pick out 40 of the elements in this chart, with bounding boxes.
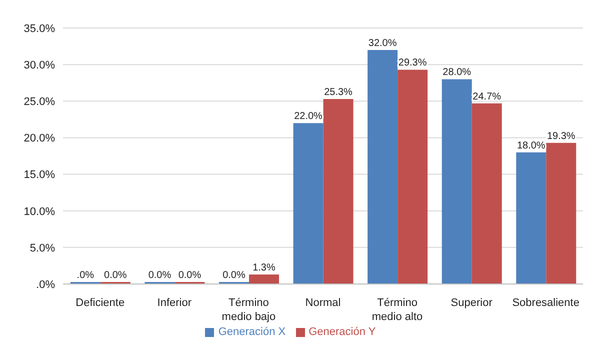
x-tick-label: Sobresaliente bbox=[512, 297, 580, 309]
x-tick-label: Normal bbox=[305, 297, 341, 309]
bar bbox=[546, 142, 576, 284]
data-label: 28.0% bbox=[442, 67, 472, 78]
legend-label: Generación Y bbox=[308, 326, 376, 338]
bar bbox=[398, 70, 428, 284]
x-tick-label: Término medio bajo bbox=[222, 297, 276, 323]
data-label: 24.7% bbox=[472, 91, 502, 102]
data-label: 19.3% bbox=[546, 130, 576, 142]
legend-label: Generación X bbox=[218, 326, 286, 338]
bar bbox=[442, 79, 472, 284]
data-label: 22.0% bbox=[294, 111, 323, 122]
x-tick-label: Término medio alto bbox=[372, 297, 423, 323]
y-tick-label: 5.0% bbox=[30, 242, 56, 254]
data-label: .0% bbox=[76, 270, 94, 281]
x-tick-label: Inferior bbox=[157, 297, 192, 309]
y-tick-label: .0% bbox=[36, 278, 56, 291]
bar bbox=[293, 123, 324, 284]
x-tick-label: Deficiente bbox=[76, 297, 125, 309]
y-tick-label: 30.0% bbox=[24, 59, 56, 72]
y-tick-label: 35.0% bbox=[24, 22, 56, 35]
bar bbox=[516, 152, 546, 284]
x-tick-label: Superior bbox=[450, 297, 493, 309]
data-label: 25.3% bbox=[324, 86, 353, 98]
data-label: 0.0% bbox=[104, 270, 127, 281]
data-label: 0.0% bbox=[222, 270, 246, 281]
y-tick-label: 25.0% bbox=[24, 96, 56, 108]
data-label: 0.0% bbox=[148, 270, 172, 281]
data-label: 1.3% bbox=[252, 262, 276, 274]
y-tick-label: 10.0% bbox=[24, 206, 56, 218]
bar bbox=[323, 98, 354, 284]
data-label: 0.0% bbox=[178, 270, 202, 281]
bar bbox=[249, 274, 279, 284]
data-label: 29.3% bbox=[398, 58, 427, 69]
y-tick-label: 15.0% bbox=[24, 169, 56, 182]
data-label: 32.0% bbox=[368, 38, 397, 49]
data-label: 18.0% bbox=[516, 140, 546, 152]
y-tick-label: 20.0% bbox=[24, 132, 56, 145]
bar bbox=[472, 103, 502, 284]
bar bbox=[368, 50, 398, 284]
